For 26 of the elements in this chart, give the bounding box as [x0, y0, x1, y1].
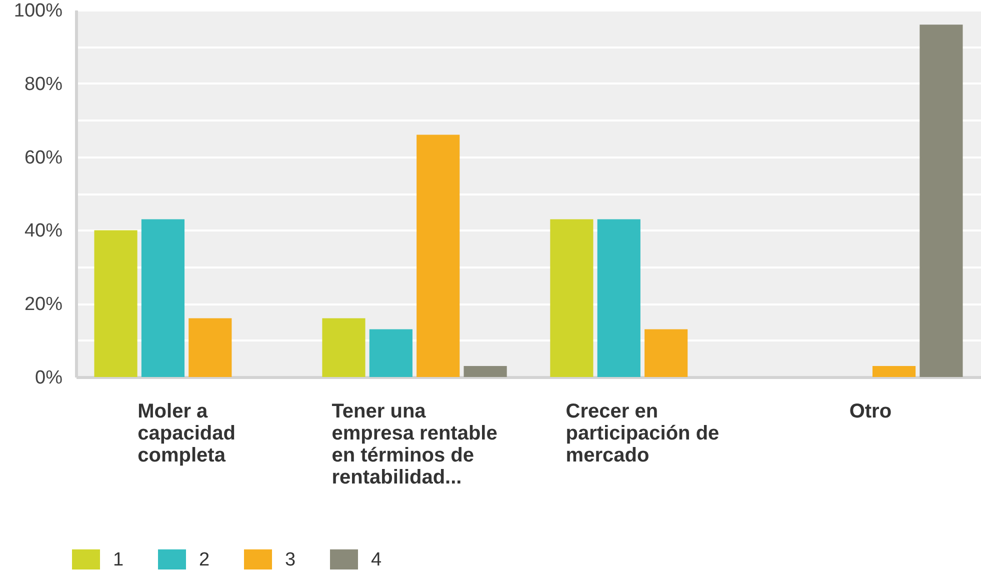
bar: [597, 219, 640, 377]
bar: [369, 329, 412, 377]
legend-label: 3: [285, 549, 296, 570]
bar: [644, 329, 688, 377]
bar: [464, 366, 507, 377]
legend-label: 1: [113, 549, 124, 570]
bar: [920, 24, 963, 377]
y-tick-label: 40%: [24, 220, 63, 242]
y-tick-label: 80%: [24, 74, 63, 95]
bar: [141, 219, 185, 377]
legend-label: 2: [199, 549, 210, 570]
x-tick-label: Moler a capacidad completa: [138, 400, 236, 466]
x-tick-label: Crecer en participación de mercado: [566, 400, 720, 466]
bar: [416, 134, 460, 377]
bar: [94, 230, 138, 377]
bar: [550, 219, 594, 377]
y-tick-label: 60%: [24, 147, 63, 168]
bar: [188, 318, 232, 377]
bar: [322, 318, 366, 377]
y-tick-label: 100%: [14, 0, 63, 22]
y-tick-label: 0%: [35, 368, 63, 388]
y-tick-label: 20%: [24, 294, 63, 316]
x-tick-label: Tener una empresa rentable en términos de rentabilidad...: [332, 400, 498, 488]
bar: [872, 366, 916, 377]
legend-label: 4: [371, 549, 382, 570]
x-tick-label: Otro: [849, 400, 892, 422]
